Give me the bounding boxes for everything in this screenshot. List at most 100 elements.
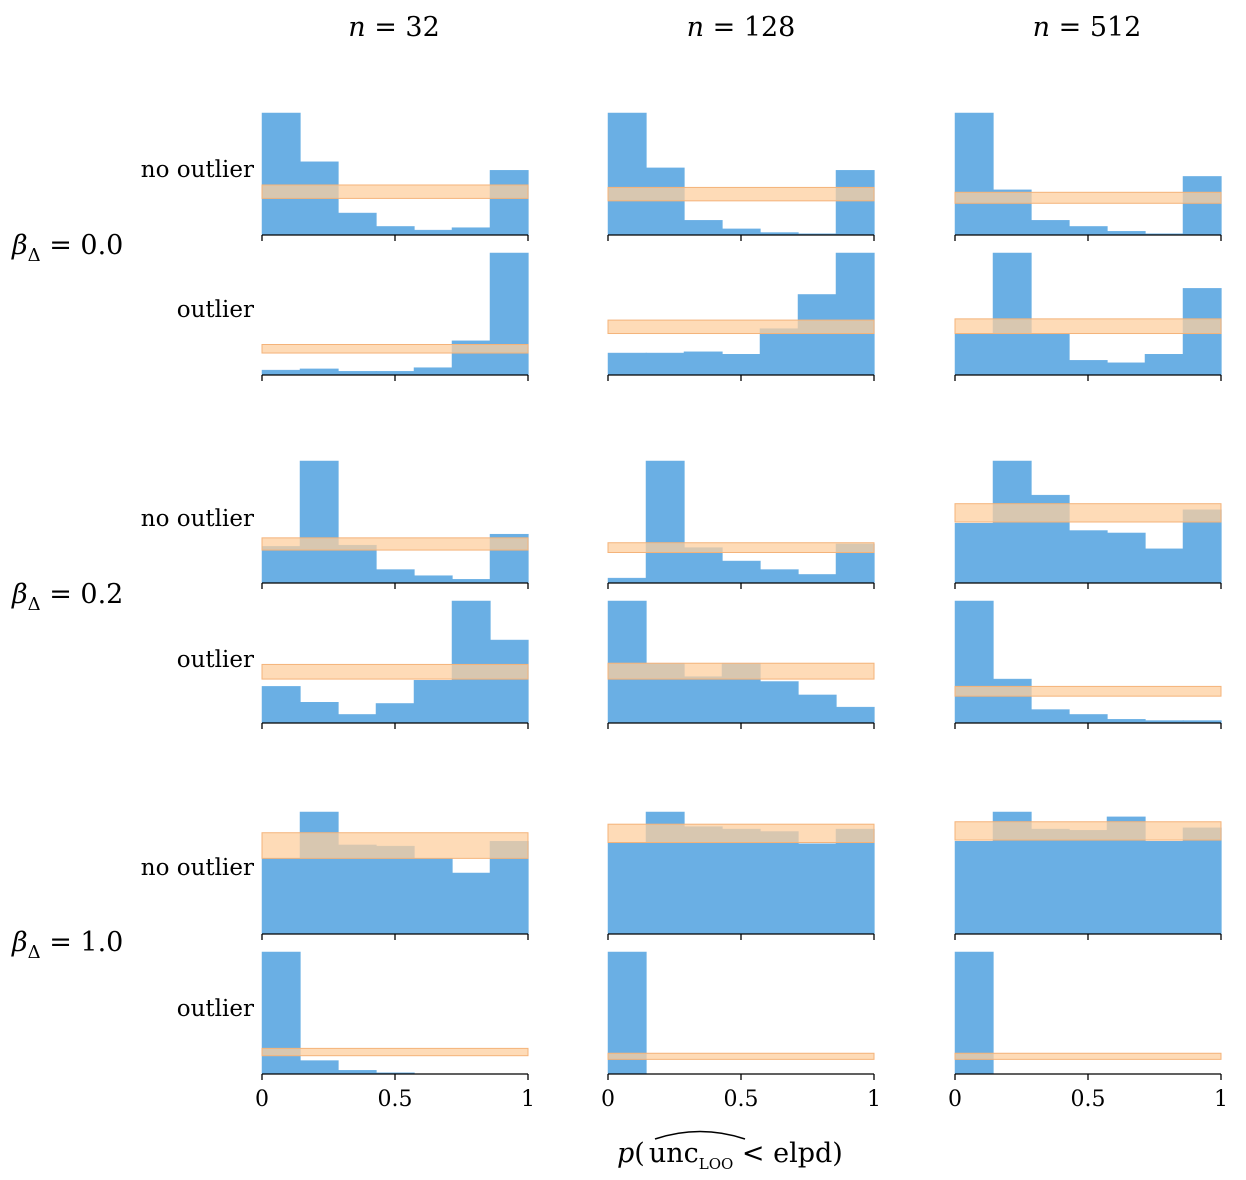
histogram-bar <box>759 681 799 724</box>
uniform-band <box>607 542 875 553</box>
histogram-bar <box>1106 362 1146 376</box>
histogram-bar <box>797 294 837 376</box>
histogram-bar <box>607 112 647 236</box>
histogram-bar <box>992 252 1032 376</box>
histogram-bar <box>375 845 415 935</box>
histogram-bar <box>489 170 529 236</box>
row-label-outlier: outlier <box>177 996 254 1022</box>
xtick-label: 0.5 <box>378 1087 413 1112</box>
xtick-label: 0 <box>255 1087 269 1112</box>
histogram-bar <box>375 569 415 584</box>
uniform-band <box>261 344 529 354</box>
histogram-bar <box>797 574 837 584</box>
row-label-outlier: outlier <box>177 297 254 323</box>
histogram-bar <box>1106 532 1146 584</box>
x-axis-label-text: p(uncLOO < elpd) <box>617 1138 843 1173</box>
histogram-panel <box>607 252 875 381</box>
histogram-bar <box>683 676 723 724</box>
x-axis-label: p(uncLOO < elpd) <box>617 1130 843 1173</box>
histogram-bar <box>1030 333 1070 376</box>
histogram-bar <box>759 569 799 584</box>
histogram-bar <box>607 600 647 724</box>
xtick-label: 0 <box>601 1087 615 1112</box>
xtick-label: 0 <box>948 1087 962 1112</box>
histogram-bar <box>413 229 453 236</box>
histogram-bar <box>261 858 301 935</box>
histogram-bar <box>954 333 994 376</box>
beta-label-0-0: βΔ = 0.0 <box>11 230 123 266</box>
histogram-bar <box>1144 841 1184 935</box>
column-titles: n = 32 n = 128 n = 512 <box>348 12 1141 43</box>
histogram-bar <box>645 167 685 236</box>
x-tick-labels: 0 0.5 1 0 0.5 1 0 0.5 1 <box>255 1087 1228 1112</box>
uniform-band <box>954 1052 1222 1060</box>
histogram-panel <box>954 600 1222 729</box>
histogram-bar <box>954 112 994 236</box>
histogram-bar <box>261 686 301 724</box>
histogram-panel <box>261 811 529 940</box>
beta-label-1-0: βΔ = 1.0 <box>11 927 123 963</box>
uniform-band <box>261 1047 529 1057</box>
histogram-bar <box>835 252 875 376</box>
uniform-band <box>607 662 875 680</box>
histogram-bar <box>299 702 339 724</box>
histogram-bar <box>721 228 761 236</box>
histogram-bar <box>759 831 799 935</box>
histogram-bar <box>261 369 301 376</box>
histogram-panel <box>954 460 1222 589</box>
uniform-band <box>954 318 1222 335</box>
uniform-band <box>954 821 1222 841</box>
histogram-bar <box>489 252 529 376</box>
row-label-outlier: outlier <box>177 647 254 673</box>
histogram-bar <box>261 112 301 236</box>
histogram-bar <box>413 680 453 724</box>
histogram-bar <box>645 460 685 584</box>
histogram-bar <box>1068 830 1108 935</box>
xtick-label: 0.5 <box>1071 1087 1106 1112</box>
histogram-panel <box>261 112 529 241</box>
histogram-panel <box>954 112 1222 241</box>
histogram-bar <box>413 858 453 935</box>
histogram-bar <box>683 351 723 376</box>
histogram-bar <box>954 600 994 724</box>
histogram-bar <box>721 354 761 376</box>
histogram-panel <box>261 600 529 729</box>
histogram-bar <box>1182 827 1222 935</box>
histogram-bar <box>1144 548 1184 584</box>
histogram-bar <box>337 844 377 935</box>
histogram-panel <box>607 112 875 241</box>
row-label-no-outlier: no outlier <box>141 157 254 183</box>
column-title-n128: n = 128 <box>687 12 796 43</box>
histogram-bar <box>683 220 723 236</box>
histogram-bar <box>413 575 453 584</box>
row-label-no-outlier: no outlier <box>141 855 254 881</box>
histogram-bar <box>375 703 415 724</box>
histogram-panel <box>607 460 875 589</box>
uniform-band <box>954 503 1222 523</box>
xtick-label: 0.5 <box>724 1087 759 1112</box>
histogram-bar <box>835 170 875 236</box>
xtick-label: 1 <box>1214 1087 1228 1112</box>
uniform-band <box>607 823 875 844</box>
histogram-bar <box>954 841 994 935</box>
histogram-bar <box>607 577 647 584</box>
histogram-bar <box>645 352 685 376</box>
histogram-bar <box>375 226 415 236</box>
histogram-bar <box>299 368 339 376</box>
histogram-bar <box>835 706 875 724</box>
uniform-band <box>954 191 1222 204</box>
histogram-bar <box>1068 360 1108 376</box>
histogram-panel <box>261 252 529 381</box>
histogram-bar <box>451 227 491 236</box>
histogram-bar <box>1030 709 1070 724</box>
column-title-n512: n = 512 <box>1033 12 1142 43</box>
histogram-bar <box>1030 828 1070 935</box>
uniform-band <box>261 537 529 551</box>
histogram-bar <box>759 328 799 376</box>
panels <box>261 112 1222 1080</box>
histogram-panel <box>607 811 875 940</box>
uniform-band <box>607 319 875 335</box>
row-labels: no outlier outlier no outlier outlier no… <box>141 157 254 1022</box>
hat-accent <box>654 1130 746 1140</box>
uniform-band <box>607 1052 875 1060</box>
